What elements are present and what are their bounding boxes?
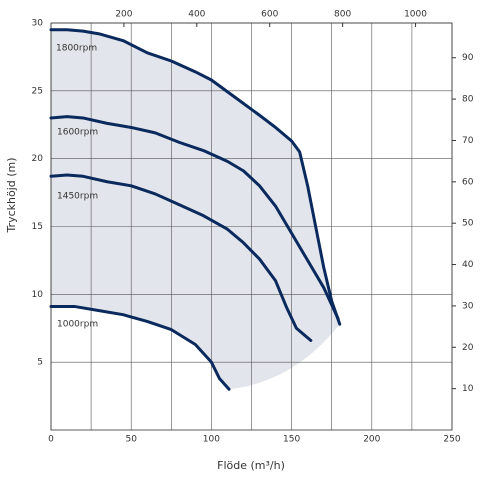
y-tick-label: 30 xyxy=(32,19,44,29)
x-tick-label: 150 xyxy=(283,435,300,445)
pump-curve xyxy=(49,305,231,391)
y2-tick-label: 20 xyxy=(462,343,474,353)
x-tick-label: 100 xyxy=(203,435,220,445)
y2-tick-label: 90 xyxy=(462,53,474,63)
x2-tick-label: 1000 xyxy=(404,10,427,20)
x-tick-label: 250 xyxy=(443,435,460,445)
y-axis-title: Tryckhöjd (m) xyxy=(5,157,18,233)
plot-frame xyxy=(50,22,453,431)
x-tick-label: 50 xyxy=(125,435,137,445)
y-tick-label: 20 xyxy=(32,154,44,164)
operating-area xyxy=(51,29,340,390)
x2-tick-label: 800 xyxy=(334,10,351,20)
x2-tick-label: 400 xyxy=(188,10,205,20)
y-tick-label: 5 xyxy=(37,358,43,368)
curve-label: 1000rpm xyxy=(57,320,98,330)
x2-tick-label: 200 xyxy=(115,10,132,20)
pump-curve xyxy=(49,173,313,342)
y-tick-label: 25 xyxy=(32,86,43,96)
y2-tick-label: 60 xyxy=(462,177,474,187)
pump-curve xyxy=(49,28,342,326)
y2-tick-label: 40 xyxy=(462,260,474,270)
y2-tick-label: 10 xyxy=(462,384,474,394)
y2-tick-label: 80 xyxy=(462,95,474,105)
y-tick-label: 15 xyxy=(32,222,43,232)
x-tick-label: 200 xyxy=(363,435,380,445)
curve-label: 1800rpm xyxy=(56,44,97,54)
x2-tick-label: 600 xyxy=(261,10,278,20)
curve-label: 1600rpm xyxy=(57,128,98,138)
curve-label: 1450rpm xyxy=(57,192,98,202)
x-tick-label: 0 xyxy=(48,435,54,445)
y2-tick-label: 70 xyxy=(462,136,474,146)
x-axis-title: Flöde (m³/h) xyxy=(217,459,285,472)
y2-tick-label: 30 xyxy=(462,301,474,311)
y2-tick-label: 50 xyxy=(462,219,474,229)
pump-curve xyxy=(49,115,340,321)
y-tick-label: 10 xyxy=(32,290,44,300)
